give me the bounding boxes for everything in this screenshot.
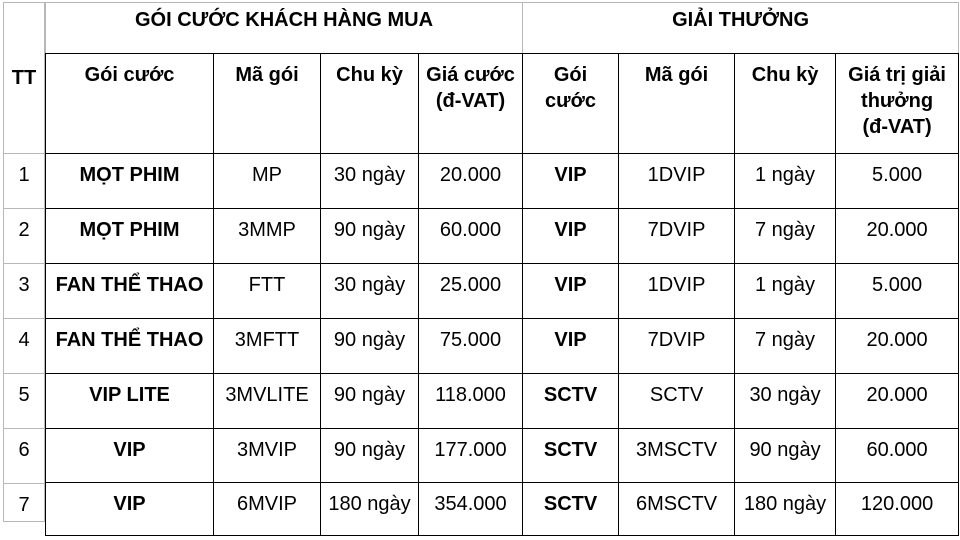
prize-cycle-cell: 1 ngày bbox=[734, 153, 837, 209]
group-header-prize: GIẢI THƯỞNG bbox=[522, 2, 960, 54]
price-cell: 20.000 bbox=[417, 153, 524, 209]
package-name-cell: VIP LITE bbox=[45, 373, 214, 429]
prize-package-cell: SCTV bbox=[522, 373, 620, 429]
prize-cycle-cell: 7 ngày bbox=[734, 318, 837, 374]
tt-column: TT 1 2 3 4 5 6 7 bbox=[3, 2, 45, 522]
package-name-cell: VIP bbox=[45, 482, 214, 536]
cycle-cell: 30 ngày bbox=[320, 263, 419, 319]
price-cell: 75.000 bbox=[417, 318, 524, 374]
cycle-cell: 180 ngày bbox=[320, 482, 419, 536]
price-cell: 177.000 bbox=[417, 428, 524, 483]
package-name-cell: VIP bbox=[45, 428, 214, 483]
col-header-prize-code: Mã gói bbox=[618, 53, 736, 154]
table-row: MỌT PHIM 3MMP 90 ngày 60.000 VIP 7DVIP 7… bbox=[45, 208, 960, 264]
package-name-cell: MỌT PHIM bbox=[45, 153, 214, 209]
prize-package-cell: VIP bbox=[522, 263, 620, 319]
col-header-price: Giá cước (đ-VAT) bbox=[417, 53, 524, 154]
col-header-prize-package: Gói cước bbox=[522, 53, 620, 154]
prize-code-cell: 1DVIP bbox=[618, 263, 736, 319]
row-number: 4 bbox=[4, 318, 44, 373]
package-code-cell: 3MFTT bbox=[213, 318, 321, 374]
price-cell: 60.000 bbox=[417, 208, 524, 264]
table-row: VIP 6MVIP 180 ngày 354.000 SCTV 6MSCTV 1… bbox=[45, 482, 960, 536]
package-name-cell: MỌT PHIM bbox=[45, 208, 214, 264]
prize-package-cell: VIP bbox=[522, 318, 620, 374]
prize-value-cell: 5.000 bbox=[835, 263, 960, 319]
row-number: 3 bbox=[4, 263, 44, 318]
cycle-cell: 90 ngày bbox=[320, 208, 419, 264]
prize-value-cell: 20.000 bbox=[835, 208, 960, 264]
prize-value-cell: 5.000 bbox=[835, 153, 960, 209]
prize-value-cell: 20.000 bbox=[835, 318, 960, 374]
prize-code-cell: 3MSCTV bbox=[618, 428, 736, 483]
cycle-cell: 90 ngày bbox=[320, 318, 419, 374]
tt-header-cell: TT bbox=[11, 66, 37, 89]
prize-code-cell: SCTV bbox=[618, 373, 736, 429]
table-row: MỌT PHIM MP 30 ngày 20.000 VIP 1DVIP 1 n… bbox=[45, 153, 960, 209]
package-code-cell: 6MVIP bbox=[213, 482, 321, 536]
column-header-row: Gói cước Mã gói Chu kỳ Giá cước (đ-VAT) … bbox=[45, 53, 960, 154]
table-row: FAN THỂ THAO 3MFTT 90 ngày 75.000 VIP 7D… bbox=[45, 318, 960, 374]
col-header-cycle: Chu kỳ bbox=[320, 53, 419, 154]
col-header-prize-value: Giá trị giải thưởng (đ-VAT) bbox=[835, 53, 960, 154]
package-code-cell: MP bbox=[213, 153, 321, 209]
pricing-table: GÓI CƯỚC KHÁCH HÀNG MUA GIẢI THƯỞNG Gói … bbox=[44, 2, 960, 536]
prize-code-cell: 1DVIP bbox=[618, 153, 736, 209]
group-header-purchase: GÓI CƯỚC KHÁCH HÀNG MUA bbox=[44, 2, 524, 54]
prize-code-cell: 7DVIP bbox=[618, 318, 736, 374]
prize-value-cell: 120.000 bbox=[835, 482, 960, 536]
package-code-cell: 3MVLITE bbox=[213, 373, 321, 429]
cycle-cell: 30 ngày bbox=[320, 153, 419, 209]
prize-value-cell: 60.000 bbox=[835, 428, 960, 483]
prize-package-cell: SCTV bbox=[522, 428, 620, 483]
package-code-cell: 3MVIP bbox=[213, 428, 321, 483]
cycle-cell: 90 ngày bbox=[320, 373, 419, 429]
prize-package-cell: VIP bbox=[522, 153, 620, 209]
prize-cycle-cell: 90 ngày bbox=[734, 428, 837, 483]
prize-cycle-cell: 7 ngày bbox=[734, 208, 837, 264]
prize-code-cell: 6MSCTV bbox=[618, 482, 736, 536]
row-number: 6 bbox=[4, 428, 44, 483]
prize-cycle-cell: 180 ngày bbox=[734, 482, 837, 536]
prize-cycle-cell: 30 ngày bbox=[734, 373, 837, 429]
table-row: FAN THỂ THAO FTT 30 ngày 25.000 VIP 1DVI… bbox=[45, 263, 960, 319]
col-header-package-name: Gói cước bbox=[45, 53, 214, 154]
prize-value-cell: 20.000 bbox=[835, 373, 960, 429]
prize-code-cell: 7DVIP bbox=[618, 208, 736, 264]
row-number: 5 bbox=[4, 373, 44, 428]
row-number: 7 bbox=[4, 483, 44, 521]
prize-cycle-cell: 1 ngày bbox=[734, 263, 837, 319]
group-header-row: GÓI CƯỚC KHÁCH HÀNG MUA GIẢI THƯỞNG bbox=[44, 2, 960, 54]
cycle-cell: 90 ngày bbox=[320, 428, 419, 483]
prize-package-cell: SCTV bbox=[522, 482, 620, 536]
package-code-cell: 3MMP bbox=[213, 208, 321, 264]
table-row: VIP LITE 3MVLITE 90 ngày 118.000 SCTV SC… bbox=[45, 373, 960, 429]
col-header-prize-cycle: Chu kỳ bbox=[734, 53, 837, 154]
price-cell: 354.000 bbox=[417, 482, 524, 536]
col-header-package-code: Mã gói bbox=[213, 53, 321, 154]
row-number: 1 bbox=[4, 153, 44, 208]
table-row: VIP 3MVIP 90 ngày 177.000 SCTV 3MSCTV 90… bbox=[45, 428, 960, 483]
price-cell: 118.000 bbox=[417, 373, 524, 429]
row-number: 2 bbox=[4, 208, 44, 263]
package-name-cell: FAN THỂ THAO bbox=[45, 318, 214, 374]
prize-package-cell: VIP bbox=[522, 208, 620, 264]
package-name-cell: FAN THỂ THAO bbox=[45, 263, 214, 319]
package-code-cell: FTT bbox=[213, 263, 321, 319]
price-cell: 25.000 bbox=[417, 263, 524, 319]
